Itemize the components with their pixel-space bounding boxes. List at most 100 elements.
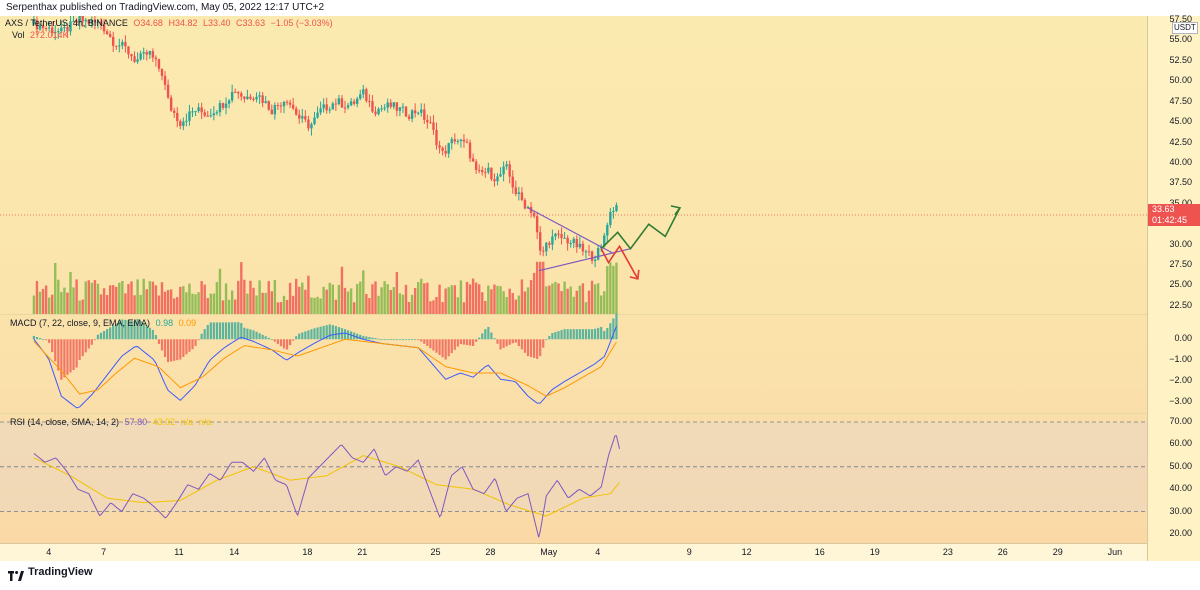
volume-bar [99, 294, 103, 314]
price-tick-label: 50.00 [1169, 75, 1192, 86]
macd-histogram-bar [563, 329, 566, 340]
candle-body [191, 111, 194, 113]
candle-body [51, 27, 54, 33]
volume-bar [160, 282, 164, 314]
volume-bar [331, 284, 334, 314]
volume-bar [246, 293, 249, 314]
volume-bar [41, 288, 45, 314]
volume-bar [535, 261, 539, 314]
volume-bar [105, 295, 109, 314]
tradingview-logo-icon[interactable] [8, 567, 24, 581]
rsi-tick-label: 60.00 [1169, 438, 1192, 449]
macd-histogram-bar [362, 335, 365, 340]
macd-histogram-bar [261, 334, 264, 340]
candle-body [420, 109, 423, 113]
footer: TradingView [0, 561, 1200, 584]
volume-bar [511, 293, 514, 314]
macd-histogram-bar [328, 324, 331, 340]
volume-bar [517, 295, 521, 314]
candle-body [517, 192, 521, 195]
macd-histogram-bar [346, 330, 350, 340]
candle-body [206, 115, 209, 117]
macd-histogram-bar [459, 339, 462, 345]
macd-histogram-bar [258, 333, 261, 340]
candle-body [255, 96, 258, 100]
time-tick-label: 19 [869, 547, 880, 557]
macd-label[interactable]: MACD (7, 22, close, 9, EMA, EMA) [10, 318, 151, 328]
candle-body [136, 59, 139, 62]
volume-bar [276, 302, 280, 314]
candle-body [270, 109, 273, 115]
symbol-label[interactable]: AXS / TetherUS, 4h, BINANCE [5, 18, 128, 28]
volume-bar [234, 299, 237, 314]
candle-body [578, 243, 582, 248]
volume-bar [203, 284, 206, 314]
volume-bar [93, 280, 97, 314]
macd-histogram-bar [124, 319, 127, 340]
volume-bar [212, 293, 216, 314]
volume-bar [383, 281, 386, 314]
candle-body [279, 105, 283, 107]
volume-bar [612, 265, 615, 314]
candle-body [264, 101, 267, 104]
volume-bar [450, 285, 453, 314]
macd-tick-label: −1.00 [1169, 354, 1192, 365]
macd-histogram-bar [429, 339, 432, 349]
volume-bar [490, 289, 493, 314]
volume-bar [420, 278, 423, 314]
macd-histogram-bar [203, 329, 206, 340]
candle-body [490, 167, 493, 180]
candle-body [310, 124, 313, 129]
volume-bar [124, 293, 127, 314]
volume-bar [349, 288, 353, 314]
macd-histogram-bar [334, 326, 337, 340]
candle-body [78, 16, 81, 23]
macd-histogram-bar [520, 339, 523, 350]
macd-histogram-bar [395, 339, 398, 341]
chart-area[interactable]: AXS / TetherUS, 4h, BINANCE O34.68 H34.8… [0, 16, 1147, 561]
time-tick-label: 23 [942, 547, 953, 557]
macd-histogram-bar [316, 327, 319, 340]
price-tick-label: 27.50 [1169, 259, 1192, 269]
macd-histogram-bar [404, 339, 408, 341]
candle-body [105, 31, 109, 34]
volume-bar [328, 282, 331, 314]
volume-bar [130, 281, 133, 314]
volume-bar [493, 284, 496, 314]
price-tick-label: 37.50 [1169, 177, 1192, 188]
macd-histogram-bar [484, 329, 487, 340]
macd-histogram-bar [560, 330, 563, 340]
brand-name[interactable]: TradingView [28, 566, 93, 578]
volume-bar [230, 290, 234, 314]
macd-histogram-bar [206, 324, 209, 340]
candle-body [569, 242, 572, 244]
candle-body [252, 98, 255, 100]
macd-histogram-bar [133, 321, 136, 340]
rsi-label[interactable]: RSI (14, close, SMA, 14, 2) [10, 417, 120, 427]
macd-signal-line [33, 338, 617, 397]
volume-bar [389, 289, 392, 314]
time-axis[interactable]: 4 7 11 14 18 21 25 28 May 4 9 12 16 19 23 26 29 Jun [0, 543, 1147, 562]
volume-bar [600, 295, 603, 314]
macd-histogram-bar [499, 339, 502, 350]
volume-bar [542, 261, 545, 314]
candle-body [282, 101, 286, 107]
volume-bar [520, 279, 524, 314]
volume-bar [526, 287, 530, 314]
volume-bar [75, 279, 78, 314]
macd-histogram-bar [115, 323, 118, 340]
volume-bar [261, 292, 264, 314]
volume-bar [465, 281, 469, 314]
volume-bar [295, 278, 298, 314]
candle-body [203, 112, 206, 116]
candle-body [441, 147, 444, 151]
candle-body [478, 170, 481, 172]
macd-histogram-bar [365, 336, 368, 340]
volume-label[interactable]: Vol [12, 30, 25, 40]
volume-bar [319, 298, 322, 314]
candle-body [69, 21, 72, 32]
candle-body [243, 96, 246, 99]
price-axis[interactable]: 57.50 55.00 52.50 50.00 47.50 45.00 42.50 40.00… [1147, 14, 1200, 561]
chart-canvas[interactable] [0, 16, 1147, 543]
rsi-ma-line [33, 455, 620, 517]
